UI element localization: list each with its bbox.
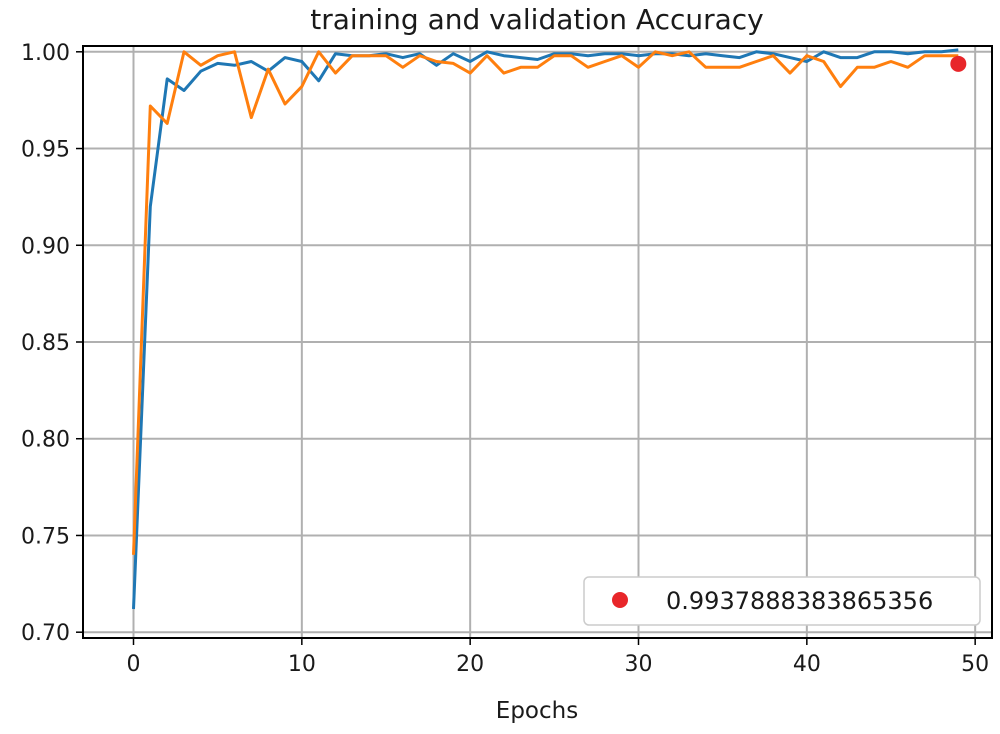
- x-tick-label: 40: [793, 652, 821, 677]
- legend-label: 0.9937888383865356: [666, 587, 933, 615]
- y-tick-label: 0.95: [21, 138, 70, 163]
- x-tick-label: 30: [625, 652, 653, 677]
- series-line-1: [132, 48, 959, 610]
- y-tick-label: 0.75: [21, 524, 70, 549]
- y-tick-label: 0.70: [21, 621, 70, 646]
- legend-box: [583, 576, 981, 626]
- y-tick-label: 0.90: [21, 234, 70, 259]
- x-axis-label: Epochs: [496, 698, 578, 724]
- chart-title: training and validation Accuracy: [310, 3, 764, 36]
- final-value-marker: [950, 55, 967, 72]
- y-tick-label: 0.80: [21, 428, 70, 453]
- x-tick-label: 10: [288, 652, 316, 677]
- axis-ticks: 0 10 20 30 40 50 0.70 0.75 0.80 0.85 0.90 0.95 1.00: [21, 41, 989, 677]
- x-tick-label: 20: [456, 652, 484, 677]
- y-tick-label: 0.85: [21, 331, 70, 356]
- grid: [83, 46, 992, 638]
- y-tick-label: 1.00: [21, 41, 70, 66]
- x-tick-label: 0: [127, 652, 141, 677]
- final-value-marker-layer: [950, 55, 967, 72]
- series-line-2: [132, 50, 959, 555]
- series-lines: [132, 48, 959, 610]
- legend-marker: [612, 592, 628, 608]
- legend: 0.9937888383865356: [583, 576, 981, 626]
- x-tick-label: 50: [961, 652, 989, 677]
